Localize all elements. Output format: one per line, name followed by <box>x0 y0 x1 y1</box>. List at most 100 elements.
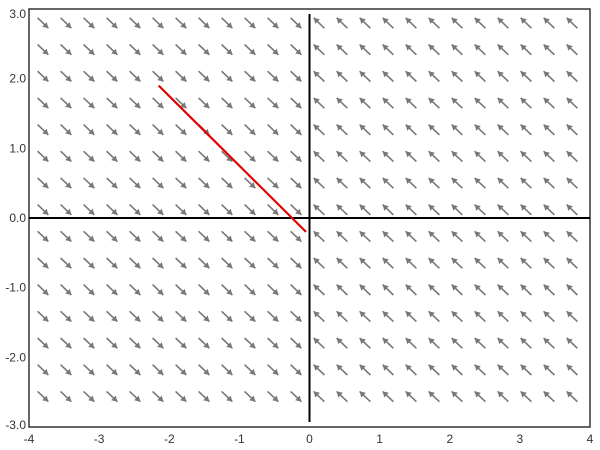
field-arrow-head <box>566 17 573 24</box>
field-arrow-head <box>134 102 141 109</box>
field-arrow-head <box>134 155 141 162</box>
field-arrow-head <box>111 262 118 269</box>
x-tick-label: 2 <box>446 432 453 446</box>
field-arrow-head <box>474 124 481 131</box>
field-arrow-head <box>272 22 279 29</box>
field-arrow-head <box>134 395 141 402</box>
field-arrow-head <box>520 151 527 158</box>
field-arrow-head <box>566 284 573 291</box>
field-arrow-head <box>111 235 118 242</box>
field-arrow-head <box>65 128 72 135</box>
field-arrow-head <box>336 364 343 371</box>
field-arrow-head <box>295 155 302 162</box>
field-arrow-head <box>336 124 343 131</box>
field-arrow-head <box>88 75 95 82</box>
field-arrow-head <box>272 155 279 162</box>
field-arrow-head <box>180 22 187 29</box>
field-arrow-head <box>42 368 49 375</box>
field-arrow-head <box>88 235 95 242</box>
x-tick-label: -2 <box>164 432 175 446</box>
field-arrow-head <box>566 44 573 51</box>
field-arrow-head <box>497 391 504 398</box>
field-arrow-head <box>359 391 366 398</box>
y-tick-label: -3.0 <box>5 418 26 432</box>
field-arrow-head <box>405 17 412 24</box>
field-arrow-head <box>474 284 481 291</box>
field-arrow-head <box>226 315 233 322</box>
x-tick-label: 0 <box>306 432 313 446</box>
field-arrow-head <box>336 17 343 24</box>
field-arrow-head <box>88 368 95 375</box>
field-arrow-head <box>451 258 458 265</box>
field-arrow-head <box>203 208 210 215</box>
field-arrow-head <box>272 182 279 189</box>
field-arrow-head <box>272 75 279 82</box>
field-arrow-head <box>520 311 527 318</box>
field-arrow-head <box>157 315 164 322</box>
field-arrow-head <box>520 44 527 51</box>
field-arrow-head <box>249 48 256 55</box>
field-arrow-head <box>249 395 256 402</box>
series-layer <box>157 84 307 233</box>
field-arrow-head <box>88 342 95 349</box>
field-arrow-head <box>520 204 527 211</box>
field-arrow-head <box>65 235 72 242</box>
field-arrow-head <box>543 44 550 51</box>
field-arrow-head <box>226 395 233 402</box>
field-arrow-head <box>313 151 320 158</box>
field-arrow-head <box>336 391 343 398</box>
field-arrow-head <box>451 44 458 51</box>
field-arrow-head <box>157 22 164 29</box>
field-arrow-head <box>405 391 412 398</box>
field-arrow-head <box>313 364 320 371</box>
field-arrow-head <box>65 288 72 295</box>
y-tick-label: 3.0 <box>9 7 26 21</box>
field-arrow-head <box>111 48 118 55</box>
field-arrow-head <box>42 75 49 82</box>
field-arrow-head <box>474 44 481 51</box>
field-arrow-head <box>111 368 118 375</box>
field-arrow-head <box>111 128 118 135</box>
field-arrow-head <box>42 48 49 55</box>
field-arrow-head <box>249 235 256 242</box>
field-arrow-head <box>65 102 72 109</box>
field-arrow-head <box>65 75 72 82</box>
field-arrow-head <box>203 48 210 55</box>
field-arrow-head <box>497 71 504 78</box>
field-arrow-head <box>566 204 573 211</box>
field-arrow-head <box>226 262 233 269</box>
field-arrow-head <box>295 75 302 82</box>
field-arrow-head <box>157 182 164 189</box>
field-arrow-head <box>272 315 279 322</box>
field-arrow-head <box>566 124 573 131</box>
field-arrow-head <box>543 391 550 398</box>
field-arrow-head <box>249 182 256 189</box>
field-arrow-head <box>451 204 458 211</box>
field-arrow-head <box>42 102 49 109</box>
field-arrow-head <box>451 177 458 184</box>
field-arrow-head <box>42 395 49 402</box>
field-arrow-head <box>65 22 72 29</box>
field-arrow-head <box>543 17 550 24</box>
field-arrow-head <box>405 97 412 104</box>
field-arrow-head <box>180 208 187 215</box>
field-arrow-head <box>88 48 95 55</box>
field-arrow-head <box>157 342 164 349</box>
field-arrow-head <box>134 315 141 322</box>
field-arrow-head <box>157 395 164 402</box>
field-arrow-head <box>313 71 320 78</box>
field-arrow-head <box>474 177 481 184</box>
field-arrow-head <box>451 231 458 238</box>
field-arrow-head <box>249 155 256 162</box>
field-arrow-head <box>405 124 412 131</box>
field-arrow-head <box>359 231 366 238</box>
field-arrow-head <box>405 311 412 318</box>
field-arrow-head <box>497 151 504 158</box>
field-arrow-head <box>520 71 527 78</box>
field-arrow-head <box>295 395 302 402</box>
field-arrow-head <box>405 364 412 371</box>
field-arrow-head <box>520 364 527 371</box>
field-arrow-head <box>474 71 481 78</box>
field-arrow-head <box>566 311 573 318</box>
